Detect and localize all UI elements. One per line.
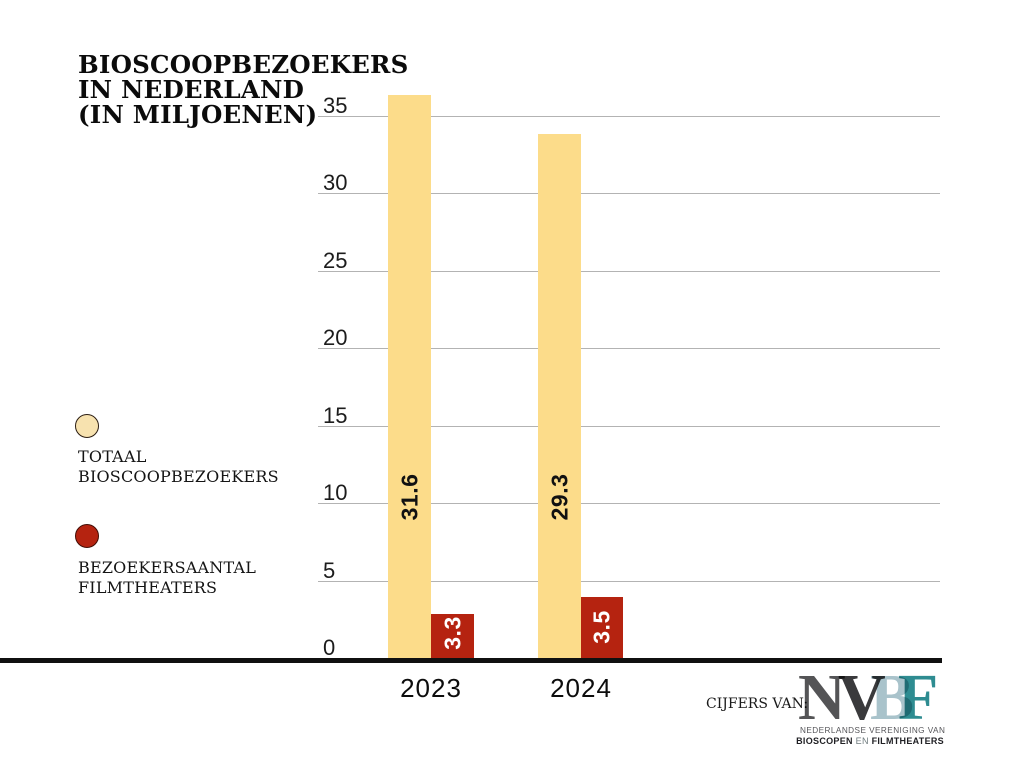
category-label-2023: 2023 <box>400 673 462 703</box>
y-tick-label-20: 20 <box>323 325 348 350</box>
y-tick-label-5: 5 <box>323 557 336 583</box>
legend-swatch-filmtheaters <box>75 524 99 548</box>
chart-title-line-1: BIOSCOOPBEZOEKERS <box>78 50 409 79</box>
nvbf-letter-b: B <box>870 661 915 734</box>
gridline-5 <box>318 580 940 582</box>
nvbf-logo-subtagline: BIOSCOPEN EN FILMTHEATERS <box>796 736 944 746</box>
gridline-25 <box>318 270 940 272</box>
nvbf-tagline-bioscopen: BIOSCOPEN <box>796 736 853 746</box>
legend-label-filmtheaters-line1: BEZOEKERSAANTAL <box>78 558 257 577</box>
chart-title-line-2: IN NEDERLAND <box>78 75 305 104</box>
legend-label-filmtheaters-line2: FILMTHEATERS <box>78 578 218 597</box>
x-axis-line <box>0 658 942 663</box>
nvbf-letter-f: F <box>898 661 939 734</box>
bar-2023-s1 <box>431 614 474 658</box>
category-label-2024: 2024 <box>550 673 612 703</box>
legend-label-total-line2: BIOSCOOPBEZOEKERS <box>78 467 279 486</box>
y-tick-label-35: 35 <box>323 92 348 118</box>
y-tick-label-30: 30 <box>323 170 348 195</box>
nvbf-tagline-filmtheaters: FILMTHEATERS <box>871 736 944 746</box>
bar-2024-s0 <box>538 134 581 658</box>
nvbf-tagline-en: EN <box>852 736 872 746</box>
y-tick-label-10: 10 <box>323 480 348 505</box>
legend-label-total-line1: TOTAAL <box>78 447 147 466</box>
gridline-35 <box>318 115 940 117</box>
bar-value-label-2023-s0: 31.6 <box>396 473 422 521</box>
chart-title-line-3: (IN MILJOENEN) <box>78 100 318 129</box>
gridline-15 <box>318 425 940 427</box>
legend-swatch-total <box>75 414 99 438</box>
bar-value-label-2024-s0: 29.3 <box>546 473 572 521</box>
nvbf-logo-tagline: NEDERLANDSE VERENIGING VAN <box>800 726 946 735</box>
nvbf-letter-n: N <box>798 661 846 734</box>
y-tick-label-0: 0 <box>323 635 336 660</box>
gridline-10 <box>318 503 940 504</box>
gridline-30 <box>318 193 940 194</box>
y-tick-label-25: 25 <box>323 247 348 273</box>
bar-2023-s0 <box>388 95 431 658</box>
chart-title: BIOSCOOPBEZOEKERS IN NEDERLAND (IN MILJO… <box>78 52 409 127</box>
gridline-20 <box>318 348 940 349</box>
source-credit-label: CIJFERS VAN: <box>706 696 809 712</box>
legend-label-total: TOTAAL BIOSCOOPBEZOEKERS <box>78 447 279 487</box>
bar-value-label-2023-s1: 3.3 <box>439 616 465 650</box>
legend-label-filmtheaters: BEZOEKERSAANTAL FILMTHEATERS <box>78 558 256 598</box>
bar-2024-s1 <box>581 597 623 658</box>
y-tick-label-15: 15 <box>323 402 348 428</box>
bar-value-label-2024-s1: 3.5 <box>588 610 615 644</box>
nvbf-letter-v: V <box>838 661 886 734</box>
